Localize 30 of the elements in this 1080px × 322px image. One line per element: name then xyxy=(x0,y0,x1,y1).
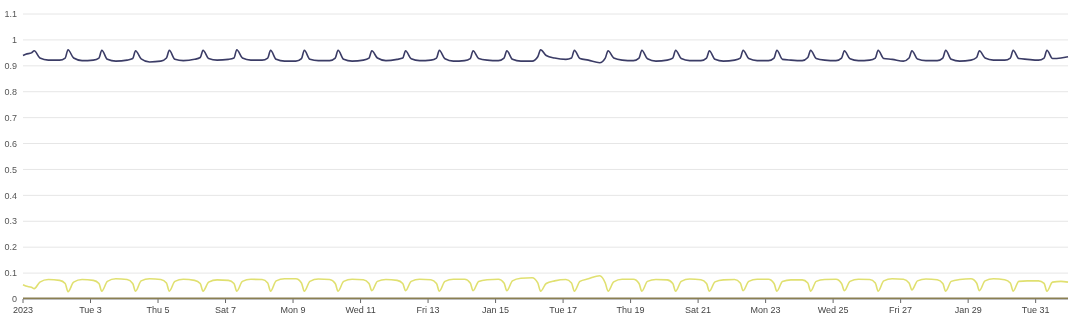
y-tick-label: 0.9 xyxy=(4,60,17,71)
y-tick-label: 0 xyxy=(11,294,17,305)
x-tick-label: Mon 23 xyxy=(750,305,781,315)
x-tick-label: Tue 31 xyxy=(1021,305,1050,315)
y-tick-label: 0.3 xyxy=(4,216,17,227)
x-tick-label: Mon 9 xyxy=(280,305,306,315)
x-tick-label: Thu 19 xyxy=(616,305,645,315)
y-tick-label: 0.4 xyxy=(4,190,17,201)
y-tick-label: 0.5 xyxy=(4,164,17,175)
x-tick-label: Thu 5 xyxy=(146,305,170,315)
y-tick-label: 0.2 xyxy=(4,242,17,253)
x-tick-label: Wed 25 xyxy=(817,305,849,315)
x-tick-label: Tue 3 xyxy=(79,305,102,315)
y-tick-label: 0.1 xyxy=(4,268,17,279)
y-tick-label: 0.6 xyxy=(4,138,17,149)
line-series xyxy=(22,274,1069,293)
x-tick-label: Jan 15 xyxy=(482,305,510,315)
y-tick-label: 0.8 xyxy=(4,86,17,97)
x-tick-label: 2023 xyxy=(12,305,34,315)
x-tick-label: Sat 21 xyxy=(685,305,712,315)
x-tick-label: Jan 29 xyxy=(954,305,982,315)
x-tick-label: Sat 7 xyxy=(215,305,237,315)
x-tick-label: Wed 11 xyxy=(345,305,376,315)
x-tick-label: Tue 17 xyxy=(549,305,577,315)
y-tick-label: 1 xyxy=(11,35,17,46)
x-tick-label: Fri 13 xyxy=(416,305,440,315)
y-tick-label: 0.7 xyxy=(4,112,17,123)
x-tick-label: Fri 27 xyxy=(889,305,913,315)
line-series xyxy=(22,48,1069,64)
y-tick-label: 1.1 xyxy=(4,9,17,20)
